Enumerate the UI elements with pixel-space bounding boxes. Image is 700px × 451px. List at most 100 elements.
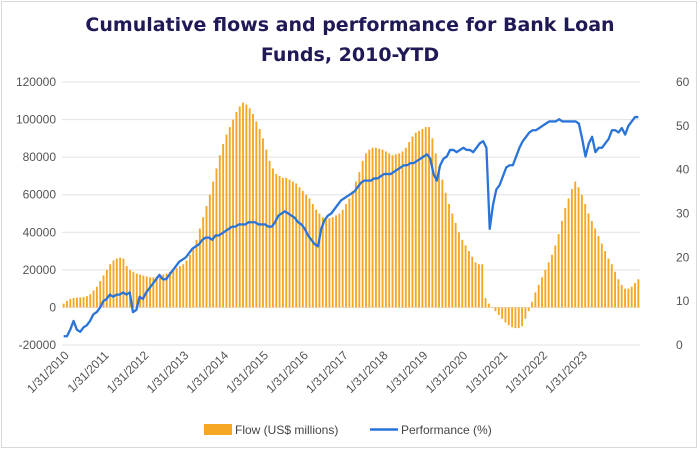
flow-bar bbox=[411, 136, 414, 308]
flow-bar bbox=[514, 307, 517, 329]
flow-bar bbox=[139, 274, 141, 308]
flow-bar bbox=[587, 213, 590, 308]
flow-bar bbox=[574, 181, 577, 308]
flow-bar bbox=[82, 297, 85, 308]
flow-bar bbox=[358, 172, 361, 308]
flow-bar bbox=[318, 213, 321, 308]
flow-bar bbox=[557, 234, 560, 308]
flow-bar bbox=[554, 245, 557, 308]
flow-bar bbox=[371, 147, 374, 308]
flow-bar bbox=[394, 154, 397, 308]
flow-bar bbox=[95, 286, 98, 308]
flow-bar bbox=[119, 257, 122, 308]
flow-bar bbox=[398, 153, 401, 308]
flow-bar bbox=[368, 149, 371, 308]
left-axis-tick-label: 80000 bbox=[23, 150, 57, 164]
legend-performance-label: Performance (%) bbox=[401, 423, 492, 437]
flow-bar bbox=[388, 153, 391, 308]
flow-bar bbox=[305, 194, 308, 308]
flow-bar bbox=[561, 221, 563, 308]
flow-bar bbox=[258, 128, 261, 308]
flow-bar bbox=[504, 307, 507, 323]
flow-bar bbox=[135, 273, 138, 308]
performance-line-group bbox=[63, 115, 639, 338]
x-axis-tick-label: 1/31/2015 bbox=[223, 348, 271, 396]
flow-bar bbox=[345, 204, 347, 308]
flow-bar bbox=[610, 264, 613, 308]
flow-bar bbox=[418, 130, 421, 308]
flow-bar bbox=[182, 264, 185, 308]
flow-bar bbox=[122, 258, 125, 308]
flow-bar bbox=[408, 142, 411, 308]
flow-bar bbox=[212, 181, 215, 308]
flow-bar bbox=[547, 262, 550, 308]
flow-bar bbox=[624, 288, 626, 308]
flow-bar bbox=[89, 294, 92, 308]
flow-bar bbox=[129, 269, 132, 308]
right-axis-tick-label: 60 bbox=[676, 75, 690, 89]
flow-bar bbox=[431, 138, 434, 308]
flow-bar bbox=[225, 134, 228, 308]
flow-bar bbox=[391, 155, 394, 308]
flow-bar bbox=[441, 179, 444, 308]
flow-bar bbox=[467, 251, 470, 308]
flow-bar bbox=[69, 298, 72, 308]
performance-line bbox=[63, 115, 639, 338]
flow-bar bbox=[311, 204, 314, 308]
flow-bar bbox=[195, 239, 198, 308]
right-axis-tick-label: 10 bbox=[676, 294, 690, 308]
flow-bar bbox=[428, 127, 430, 308]
x-axis-tick-label: 1/31/2012 bbox=[104, 348, 152, 396]
flow-bar bbox=[537, 284, 540, 308]
flow-bar bbox=[511, 307, 514, 328]
flow-bar bbox=[501, 307, 504, 319]
flow-bar bbox=[590, 221, 593, 308]
right-axis-ticks: 0 10 20 30 40 50 60 bbox=[676, 75, 690, 352]
flow-bar bbox=[551, 254, 553, 308]
flow-bar bbox=[627, 288, 630, 308]
flow-bar bbox=[192, 247, 195, 308]
flow-bar bbox=[617, 279, 620, 308]
flow-bar bbox=[491, 307, 494, 308]
flow-bar bbox=[424, 127, 427, 308]
flow-bar bbox=[255, 121, 258, 308]
flow-bar bbox=[62, 303, 65, 308]
flow-bar bbox=[471, 256, 474, 308]
flow-bar bbox=[580, 194, 583, 308]
flow-bar bbox=[165, 273, 168, 308]
flow-bar bbox=[477, 264, 480, 308]
flow-bar bbox=[295, 183, 298, 308]
flow-bar bbox=[238, 106, 241, 308]
flow-bar bbox=[448, 204, 450, 308]
flow-bar bbox=[384, 151, 387, 308]
x-axis-tick-label: 1/31/2017 bbox=[303, 348, 351, 396]
flow-bar bbox=[315, 209, 318, 308]
left-axis-tick-label: 40000 bbox=[23, 225, 57, 239]
flow-bar bbox=[365, 153, 367, 308]
x-axis-ticks: 1/31/20101/31/20111/31/20121/31/20131/31… bbox=[24, 348, 590, 396]
right-axis-tick-label: 0 bbox=[676, 338, 683, 352]
flow-bar bbox=[374, 147, 377, 308]
flow-bar bbox=[85, 296, 88, 308]
flow-bar bbox=[338, 213, 341, 308]
flow-bar bbox=[497, 307, 500, 315]
flow-bar bbox=[464, 245, 467, 308]
flow-bar bbox=[348, 198, 351, 308]
flow-bar bbox=[205, 205, 208, 308]
flow-bar bbox=[268, 160, 271, 308]
flow-bar bbox=[76, 297, 78, 308]
flow-bar bbox=[155, 276, 158, 308]
flow-bar bbox=[335, 215, 337, 308]
flow-bar bbox=[208, 194, 211, 308]
flow-bar bbox=[228, 127, 231, 308]
flow-bar bbox=[102, 275, 105, 308]
flow-bar bbox=[341, 209, 344, 308]
flow-bar bbox=[328, 218, 331, 308]
flow-bar bbox=[570, 189, 573, 308]
right-axis-tick-label: 40 bbox=[676, 163, 690, 177]
flow-bar bbox=[188, 254, 191, 308]
flow-bar bbox=[331, 217, 334, 308]
flow-bar bbox=[474, 262, 477, 308]
flow-bar bbox=[275, 174, 278, 308]
